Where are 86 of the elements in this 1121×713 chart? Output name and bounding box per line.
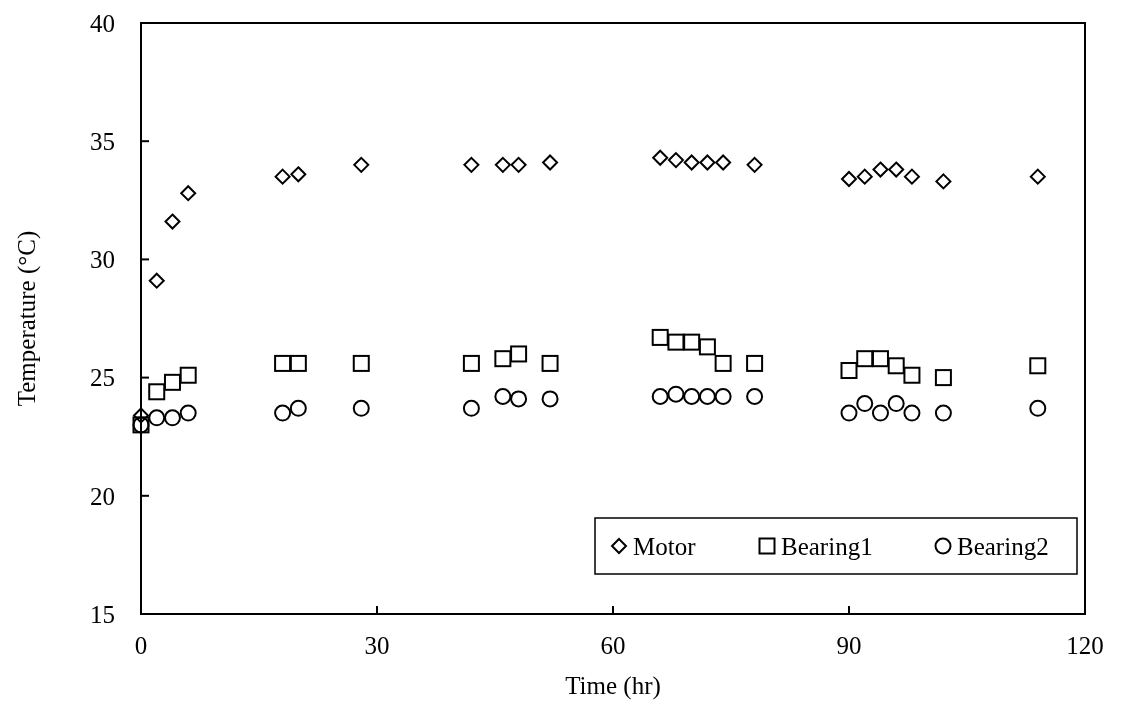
point [179,366,197,384]
point [746,354,764,372]
point [871,404,889,422]
point [934,404,952,422]
point [903,366,921,384]
point [714,354,732,372]
point [698,388,716,406]
point [651,328,669,346]
point [1029,168,1046,185]
point [289,354,307,372]
point [903,168,920,185]
point [856,168,873,185]
point [714,388,732,406]
point [856,395,874,413]
x-tick-label: 30 [364,632,390,659]
point [510,156,527,173]
point [494,388,512,406]
x-tick-label: 60 [600,632,626,659]
y-tick-label: 15 [90,600,115,628]
point [179,404,197,422]
x-axis-title: Time (hr) [565,672,661,700]
point [462,399,480,417]
point [163,409,181,427]
point [667,152,684,169]
x-tick-label: 0 [134,632,148,659]
legend-label: Bearing2 [957,532,1049,560]
y-tick-label: 40 [90,9,115,37]
point [180,185,197,202]
point [683,154,700,171]
point [289,399,307,417]
y-tick-label: 20 [90,482,115,510]
point [463,156,480,173]
point [746,388,764,406]
point [274,404,292,422]
point [715,154,732,171]
legend-label: Motor [633,532,697,560]
point [667,333,685,351]
point [133,407,149,424]
point [148,383,166,401]
y-axis-title: Temperature (°C) [13,230,41,407]
point [510,390,528,408]
point [274,354,292,372]
x-tick-label: 90 [836,632,862,659]
point [652,149,669,166]
point [934,369,952,387]
point [887,357,905,375]
point [353,156,370,173]
point [903,404,921,422]
point [872,161,889,178]
point [667,385,685,403]
y-tick-label: 35 [90,127,115,155]
point [494,350,512,368]
point [541,390,559,408]
point [352,399,370,417]
point [887,395,905,413]
legend-label: Bearing1 [781,532,873,560]
point [935,173,952,190]
point [290,166,307,183]
point [871,350,889,368]
point [274,168,291,185]
x-tick-label: 120 [1066,632,1104,659]
point [698,338,716,356]
point [856,350,874,368]
point [1029,357,1047,375]
point [888,161,905,178]
y-tick-label: 30 [90,246,115,274]
point [148,272,165,289]
point [541,354,559,372]
point [1029,399,1047,417]
point [651,388,669,406]
point [510,345,528,363]
point [683,388,701,406]
point [840,362,858,380]
point [164,213,181,230]
point [840,404,858,422]
point [462,354,480,372]
point [163,373,181,391]
point [352,354,370,372]
point [542,154,559,171]
point [683,333,701,351]
point [746,156,763,173]
point [699,154,716,171]
y-tick-label: 25 [90,364,115,392]
point [494,156,511,173]
point [148,409,166,427]
point [841,171,857,188]
